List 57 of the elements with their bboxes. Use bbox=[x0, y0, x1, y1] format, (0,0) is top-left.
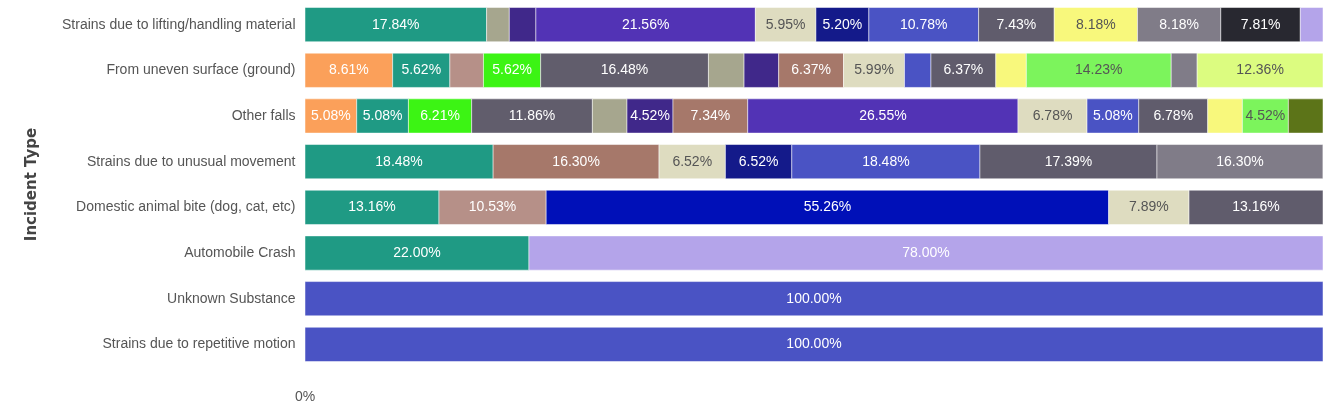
data-label: 6.52% bbox=[672, 152, 713, 169]
bar bbox=[304, 327, 1324, 362]
data-label: 7.89% bbox=[1129, 198, 1169, 215]
data-label: 5.62% bbox=[401, 61, 442, 78]
data-label: 100.00% bbox=[786, 335, 842, 352]
data-label: 16.30% bbox=[1216, 152, 1264, 169]
data-label: 12.36% bbox=[1236, 61, 1284, 78]
data-label: 6.78% bbox=[1032, 106, 1073, 123]
y-tick-label: Other falls bbox=[231, 106, 296, 123]
data-label: 10.53% bbox=[468, 198, 517, 215]
data-label: 78.00% bbox=[902, 244, 950, 261]
y-tick-label: Strains due to repetitive motion bbox=[102, 335, 296, 352]
data-label: 21.56% bbox=[621, 15, 670, 32]
data-label: 5.99% bbox=[854, 61, 894, 78]
text: 0% bbox=[294, 388, 316, 404]
data-label: 6.52% bbox=[738, 152, 779, 169]
data-label: 4.52% bbox=[1245, 106, 1286, 123]
data-label: 13.16% bbox=[1232, 198, 1280, 215]
data-label: 6.37% bbox=[791, 61, 831, 78]
data-label: 5.62% bbox=[492, 61, 532, 78]
data-label: 18.48% bbox=[375, 152, 423, 169]
data-label: 100.00% bbox=[786, 289, 842, 306]
data-label: 4.52% bbox=[630, 106, 670, 123]
data-label: 8.18% bbox=[1076, 15, 1116, 32]
y-tick-label: Strains due to lifting/handling material bbox=[62, 15, 296, 32]
data-label: 18.48% bbox=[862, 152, 910, 169]
y-tick-label: From uneven surface (ground) bbox=[106, 61, 296, 78]
data-label: 6.37% bbox=[943, 61, 984, 78]
y-tick-label: Unknown Substance bbox=[167, 289, 296, 306]
y-tick-label: Domestic animal bite (dog, cat, etc) bbox=[76, 198, 296, 215]
y-axis-title: Incident Type bbox=[21, 127, 40, 242]
data-label: 16.30% bbox=[552, 152, 600, 169]
data-label: 5.08% bbox=[311, 106, 351, 123]
data-label: 10.78% bbox=[900, 15, 948, 32]
data-label: 5.20% bbox=[822, 15, 863, 32]
y-tick-label: Strains due to unusual movement bbox=[86, 152, 296, 169]
data-label: 7.34% bbox=[690, 106, 731, 123]
data-label: 17.84% bbox=[372, 15, 420, 32]
data-label: 17.39% bbox=[1044, 152, 1093, 169]
data-label: 8.18% bbox=[1159, 15, 1200, 32]
data-label: 7.81% bbox=[1240, 15, 1281, 32]
data-label: 7.43% bbox=[996, 15, 1037, 32]
data-label: 26.55% bbox=[859, 106, 907, 123]
data-label: 14.23% bbox=[1075, 61, 1123, 78]
data-label: 6.21% bbox=[420, 106, 460, 123]
data-label: 5.08% bbox=[1093, 106, 1133, 123]
bar bbox=[304, 281, 1324, 317]
data-label: 22.00% bbox=[393, 244, 441, 261]
data-label: 16.48% bbox=[600, 61, 649, 78]
data-label: 6.78% bbox=[1153, 106, 1194, 123]
data-label: 5.95% bbox=[765, 15, 806, 32]
data-label: 13.16% bbox=[348, 198, 396, 215]
data-label: 8.61% bbox=[328, 61, 369, 78]
data-label: 55.26% bbox=[803, 198, 852, 215]
data-label: 11.86% bbox=[508, 106, 556, 123]
y-tick-label: Automobile Crash bbox=[184, 244, 296, 261]
data-label: 5.08% bbox=[362, 106, 403, 123]
